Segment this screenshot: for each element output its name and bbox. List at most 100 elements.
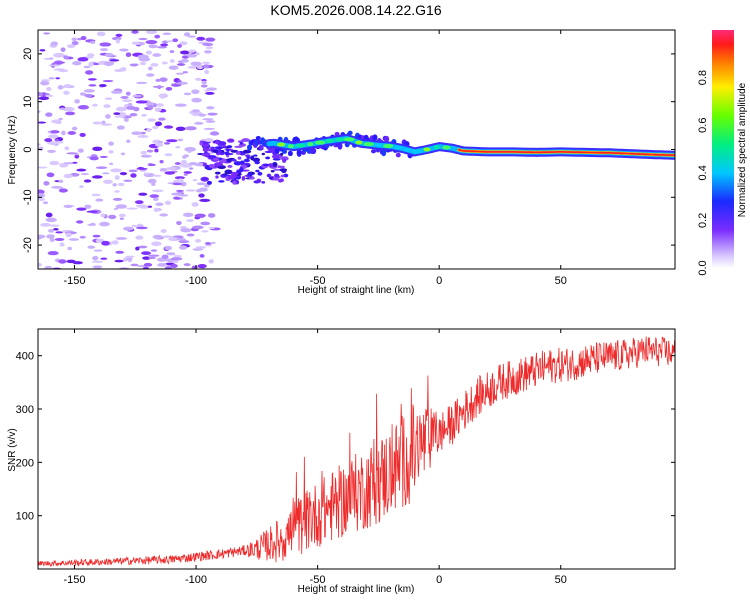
spectrogram-noise-blob (53, 68, 66, 71)
spectrogram-noise-blob (157, 46, 167, 49)
spectrogram-noise-blob (203, 127, 216, 130)
spectrogram-noise-blob (181, 159, 188, 165)
spectrogram-noise-blob (91, 193, 101, 197)
spectrogram-clutter-blob (254, 160, 260, 165)
spectrogram-noise-blob (136, 167, 148, 170)
snr-x-tick-label: 50 (555, 574, 567, 586)
spectrogram-y-tick-label: -20 (22, 237, 34, 253)
spectrogram-noise-blob (51, 119, 62, 124)
spectrogram-noise-blob (125, 91, 131, 96)
spectrogram-noise-blob (99, 42, 112, 47)
spectrogram-noise-blob (199, 254, 205, 258)
spectrogram-noise-blob (129, 113, 138, 117)
spectrogram-noise-blob (138, 37, 148, 41)
spectrogram-noise-blob (146, 73, 155, 77)
spectrogram-noise-blob (200, 84, 208, 88)
snr-x-tick-label: 0 (436, 574, 442, 586)
spectrogram-noise-blob (173, 254, 183, 258)
spectrogram-noise-blob (137, 245, 148, 249)
spectrogram-noise-blob (179, 41, 188, 46)
spectrogram-noise-blob (171, 192, 183, 196)
spectrogram-clutter-blob (224, 169, 233, 175)
spectrogram-noise-blob (170, 263, 178, 269)
spectrogram-noise-blob (120, 95, 129, 99)
spectrogram-noise-blob (86, 210, 99, 213)
spectrogram-noise-blob (138, 192, 148, 196)
spectrogram-noise-blob (48, 134, 59, 139)
spectrogram-noise-blob (205, 46, 214, 50)
spectrogram-noise-blob (154, 34, 161, 39)
spectrogram-clutter-blob (217, 148, 222, 154)
spectrogram-noise-blob (53, 52, 65, 58)
spectrogram-noise-blob (87, 223, 96, 226)
spectrogram-noise-blob (63, 90, 70, 95)
spectrogram-noise-blob (148, 254, 160, 257)
snr-x-tick-label: -50 (310, 574, 326, 586)
spectrogram-noise-blob (152, 125, 159, 130)
spectrogram-clutter-blob (230, 171, 239, 176)
spectrogram-noise-blob (85, 70, 94, 75)
spectrogram-noise-blob (102, 79, 114, 83)
spectrogram-noise-blob (204, 138, 214, 143)
spectrogram-noise-blob (135, 100, 148, 104)
spectrogram-ridge-spread (255, 135, 261, 141)
spectrogram-noise-blob (138, 57, 151, 62)
spectrogram-noise-blob (109, 162, 114, 166)
spectrogram-noise-blob (159, 168, 168, 172)
spectrogram-noise-blob (114, 68, 124, 73)
spectrogram-noise-blob (145, 40, 158, 45)
spectrogram-clutter-blob (261, 180, 266, 184)
spectrogram-x-tick-label: 0 (436, 275, 442, 287)
spectrogram-clutter-blob (202, 141, 211, 144)
spectrogram-clutter-blob (202, 143, 210, 148)
spectrogram-clutter-blob (261, 152, 266, 156)
spectrogram-clutter-blob (272, 158, 281, 161)
spectrogram-noise-blob (112, 183, 117, 187)
spectrogram-noise-blob (180, 181, 187, 187)
spectrogram-ridge-spread (395, 152, 401, 158)
spectrogram-noise-blob (99, 155, 108, 158)
spectrogram-noise-blob (45, 94, 54, 97)
spectrogram-noise-blob (183, 92, 192, 96)
spectrogram-noise-blob (191, 225, 204, 230)
spectrogram-noise-blob (195, 189, 203, 193)
spectrogram-noise-blob (49, 57, 54, 60)
spectrogram-noise-blob (175, 72, 185, 75)
spectrogram-clutter-blob (273, 168, 280, 171)
spectrogram-clutter-blob (206, 180, 212, 185)
spectrogram-noise-blob (57, 85, 64, 90)
spectrogram-noise-blob (123, 117, 129, 122)
spectrogram-noise-blob (63, 84, 72, 88)
spectrogram-noise-blob (208, 226, 216, 230)
spectrogram-noise-blob (84, 93, 93, 98)
spectrogram-noise-blob (111, 36, 122, 41)
spectrogram-noise-blob (88, 84, 97, 87)
spectrogram-noise-blob (45, 217, 57, 223)
spectrogram-noise-blob (207, 213, 216, 218)
spectrogram-noise-blob (48, 228, 54, 233)
spectrogram-noise-blob (132, 94, 142, 98)
spectrogram-noise-blob (44, 265, 53, 269)
ridge-hot-spot (423, 147, 431, 152)
spectrogram-noise-blob (47, 149, 56, 154)
spectrogram-noise-blob (38, 189, 45, 195)
spectrogram-noise-blob (80, 35, 87, 41)
spectrogram-noise-blob (202, 118, 214, 121)
spectrogram-clutter-blob (268, 163, 274, 168)
spectrogram-noise-blob (71, 40, 79, 46)
spectrogram-noise-blob (159, 159, 164, 164)
spectrogram-clutter-blob (218, 157, 223, 161)
spectrogram-clutter-blob (214, 162, 224, 167)
ridge-hot-spot (411, 149, 423, 154)
spectrogram-clutter-blob (203, 152, 211, 157)
spectrogram-noise-blob (166, 139, 178, 143)
colorbar-tick-label: 0.8 (697, 70, 709, 85)
spectrogram-noise-blob (205, 91, 215, 95)
spectrogram-noise-blob (72, 161, 78, 164)
spectrogram-noise-blob (182, 71, 188, 74)
spectrogram-noise-blob (53, 227, 59, 231)
snr-y-tick-label: 100 (16, 511, 34, 523)
ridge-hot-spot (442, 145, 451, 150)
